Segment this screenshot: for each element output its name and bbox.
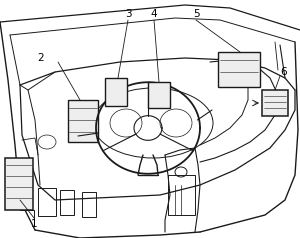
Text: 2: 2 [38, 53, 44, 63]
Bar [5, 158, 33, 210]
Bar [68, 100, 98, 142]
Bar [148, 82, 170, 108]
Text: 1: 1 [31, 219, 37, 229]
Bar [168, 175, 195, 215]
Bar [60, 190, 74, 215]
Bar [38, 188, 56, 216]
Bar [82, 192, 96, 217]
Bar [218, 52, 260, 87]
Bar [262, 90, 288, 116]
Text: 5: 5 [193, 9, 199, 19]
Text: 6: 6 [281, 67, 287, 77]
Bar [105, 78, 127, 106]
Text: 3: 3 [125, 9, 131, 19]
Text: 4: 4 [151, 9, 157, 19]
